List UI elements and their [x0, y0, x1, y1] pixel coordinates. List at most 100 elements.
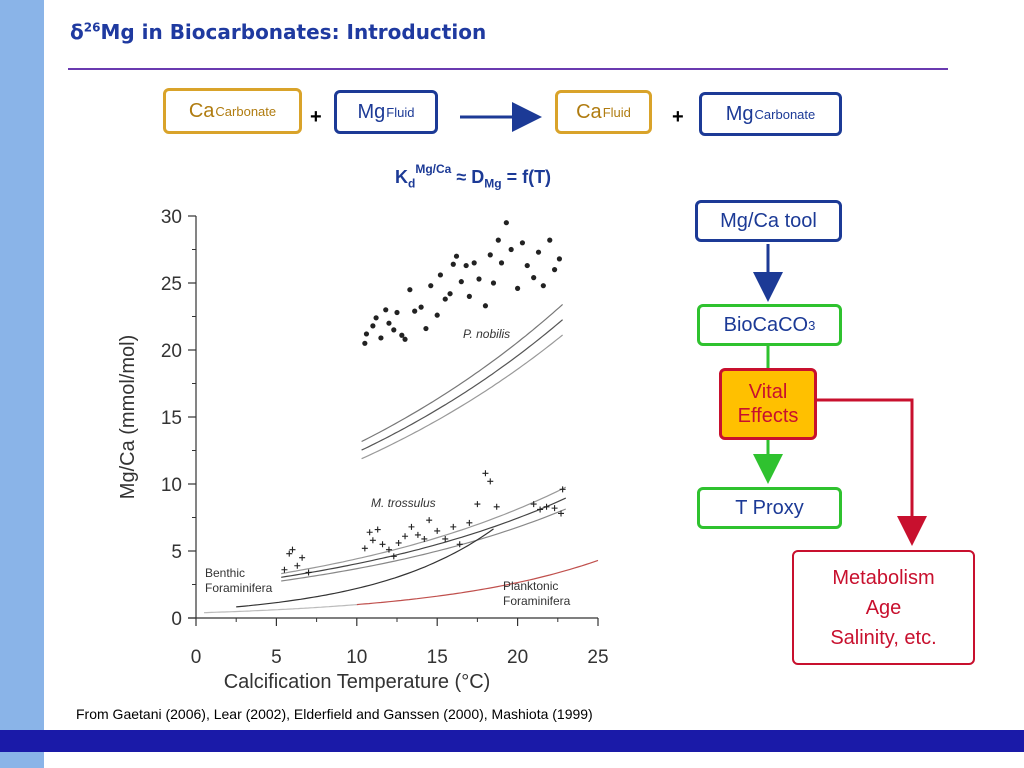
mg-fluid-sup: Fluid [386, 104, 415, 120]
nobilis-point [383, 307, 389, 313]
trossulus-point [421, 535, 428, 542]
curve-trossulus-lower [281, 508, 567, 582]
ca-fluid-box: Ca Fluid [555, 90, 652, 134]
nobilis-point [524, 262, 530, 269]
curve-nobilis-upper [361, 303, 564, 443]
nobilis-point [540, 283, 546, 289]
nobilis-point [490, 280, 497, 286]
biocaco3-base: BioCaCO [723, 313, 809, 336]
metab-line-3: Salinity, etc. [830, 626, 937, 649]
nobilis-point [482, 303, 489, 309]
nobilis-point [386, 320, 392, 326]
nobilis-point [434, 312, 440, 318]
y-tick-label: 0 [171, 609, 182, 630]
trossulus-point [379, 541, 386, 548]
nobilis-point [519, 240, 526, 246]
title-mass: 26 [83, 20, 101, 35]
trossulus-point [487, 478, 494, 485]
kd-sup: Mg/Ca [415, 162, 452, 176]
trossulus-point [385, 546, 392, 553]
nobilis-point [412, 308, 418, 314]
trossulus-point [281, 566, 288, 573]
nobilis-point [373, 315, 379, 321]
metab-line-1: Metabolism [832, 566, 935, 589]
nobilis-point [487, 252, 493, 258]
nobilis-point [453, 253, 460, 259]
trossulus-point [408, 523, 415, 530]
ca-carbonate-base: Ca [188, 99, 215, 122]
mgca-tool-label: Mg/Ca tool [720, 209, 817, 232]
nobilis-point [463, 262, 469, 269]
y-tick-label: 30 [161, 207, 182, 228]
mg-fluid-base: Mg [357, 100, 386, 123]
nobilis-point [503, 220, 509, 226]
x-tick-label: 20 [507, 647, 528, 668]
trossulus-point [456, 541, 463, 548]
biocaco3-box: BioCaCO 3 [697, 304, 842, 346]
ca-carbonate-box: Ca Carbonate [163, 88, 302, 134]
title-delta: δ [70, 20, 84, 44]
trossulus-point [305, 569, 312, 576]
bottom-accent-bar [0, 730, 1024, 752]
metabolism-box: Metabolism Age Salinity, etc. [792, 550, 975, 665]
nobilis-point [515, 285, 521, 291]
curve-nobilis-lower [361, 334, 563, 460]
left-accent-bar [0, 0, 44, 768]
mg-fluid-box: Mg Fluid [334, 90, 438, 134]
trossulus-point [426, 517, 433, 524]
nobilis-point [363, 331, 370, 337]
nobilis-point [378, 335, 384, 341]
nobilis-point [508, 246, 514, 253]
nobilis-point [391, 327, 397, 333]
plus-sign-2: + [672, 106, 684, 128]
plus-sign-1: + [310, 106, 322, 128]
vital-effects-box: Vital Effects [719, 368, 817, 440]
title-rest: Mg in Biocarbonates: Introduction [100, 20, 487, 44]
ca-fluid-base: Ca [576, 100, 602, 123]
mg-carbonate-sup: Carbonate [754, 106, 816, 122]
trossulus-point [450, 523, 457, 530]
trossulus-point [493, 503, 500, 510]
trossulus-point [286, 550, 293, 557]
nobilis-point [402, 336, 408, 342]
kd-rest: = f(T) [501, 167, 552, 187]
arrow-vital-to-metabolism [817, 398, 927, 546]
trossulus-point [482, 470, 489, 477]
nobilis-point [535, 249, 542, 255]
vital-line-2: Effects [737, 405, 799, 427]
biocaco3-sub: 3 [808, 317, 816, 333]
kd-equation: KdMg/Ca ≈ DMg = f(T) [395, 162, 551, 191]
trossulus-point [537, 506, 544, 513]
kd-sub: d [408, 176, 416, 191]
nobilis-point [418, 304, 424, 310]
trossulus-point [466, 519, 473, 526]
nobilis-point [547, 237, 553, 243]
y-tick-label: 20 [161, 341, 182, 362]
annotation-nobilis: P. nobilis [463, 327, 510, 341]
nobilis-point [551, 267, 558, 273]
trossulus-point [434, 527, 441, 534]
trossulus-point [366, 529, 373, 536]
curve-trossulus-mid [281, 497, 567, 578]
slide-title: δ26Mg in Biocarbonates: Introduction [70, 20, 486, 44]
curve-trossulus-upper [281, 486, 567, 575]
x-tick-label: 25 [587, 647, 608, 668]
t-proxy-label: T Proxy [735, 496, 804, 519]
trossulus-point [543, 503, 550, 510]
x-tick-label: 15 [427, 647, 448, 668]
x-tick-label: 10 [346, 647, 367, 668]
y-tick-label: 5 [171, 542, 182, 563]
nobilis-point [466, 293, 472, 299]
mgca-temperature-chart: 0 5 10 15 20 25 30 0 5 10 15 20 25 Calcification Temp… [117, 207, 609, 693]
nobilis-point [423, 325, 429, 332]
nobilis-point [428, 283, 434, 289]
nobilis-point [442, 296, 448, 302]
y-tick-label: 15 [161, 408, 182, 429]
nobilis-point [437, 272, 444, 278]
trossulus-point [361, 545, 368, 552]
x-tick-label: 5 [271, 647, 282, 668]
trossulus-point [559, 486, 566, 493]
ca-carbonate-sup: Carbonate [215, 103, 277, 119]
trossulus-point [390, 553, 397, 560]
